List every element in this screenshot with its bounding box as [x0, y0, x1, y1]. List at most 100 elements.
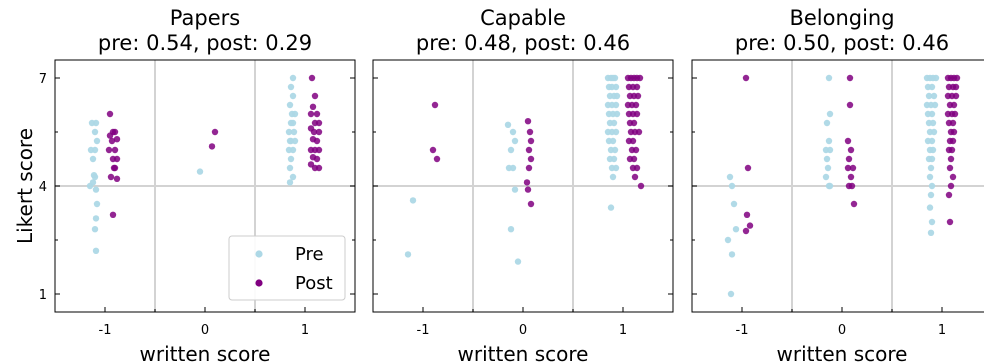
panel-subtitle: pre: 0.50, post: 0.46	[735, 31, 949, 55]
data-point-pre	[611, 74, 619, 82]
data-point-post	[844, 164, 852, 172]
data-point-post	[951, 110, 959, 118]
x-tick-label: 0	[519, 323, 527, 338]
data-point-post	[637, 182, 645, 190]
data-point-pre	[88, 119, 96, 127]
data-point-pre	[730, 200, 738, 208]
data-point-pre	[610, 155, 618, 163]
data-point-pre	[93, 137, 101, 145]
data-point-post	[527, 200, 535, 208]
data-point-pre	[509, 164, 517, 172]
data-point-post	[526, 128, 534, 136]
data-point-post	[633, 110, 641, 118]
data-point-post	[848, 182, 856, 190]
data-point-post	[744, 164, 752, 172]
data-point-post	[527, 155, 535, 163]
legend-marker-pre	[255, 250, 263, 258]
data-point-post	[429, 146, 437, 154]
data-point-post	[106, 132, 114, 139]
data-point-post	[632, 146, 640, 154]
data-point-post	[313, 155, 321, 163]
y-tick-label: 7	[39, 72, 47, 87]
x-axis-label: written score	[140, 342, 271, 364]
data-point-pre	[609, 173, 617, 181]
data-point-pre	[822, 173, 830, 181]
data-point-post	[629, 137, 637, 145]
data-point-post	[946, 164, 954, 172]
data-point-post	[850, 200, 858, 208]
data-point-post	[208, 143, 216, 150]
data-point-pre	[928, 137, 936, 145]
data-point-post	[311, 92, 319, 100]
data-point-post	[635, 128, 643, 136]
data-point-pre	[928, 155, 936, 163]
data-point-pre	[612, 164, 620, 172]
data-point-post	[949, 137, 957, 145]
data-point-post	[527, 137, 535, 145]
data-point-post	[945, 191, 953, 199]
x-tick-label: -1	[417, 323, 430, 338]
data-point-pre	[728, 182, 736, 190]
data-point-post	[315, 128, 323, 136]
data-point-pre	[612, 83, 620, 91]
data-point-pre	[91, 226, 99, 233]
data-point-pre	[89, 155, 97, 163]
legend-label-pre: Pre	[295, 244, 324, 265]
data-point-post	[952, 92, 960, 100]
data-point-post	[111, 146, 119, 154]
data-point-post	[743, 211, 751, 218]
data-point-pre	[613, 110, 621, 118]
data-point-pre	[289, 92, 297, 100]
data-point-post	[108, 137, 116, 145]
data-point-pre	[92, 247, 100, 254]
y-tick-label: 4	[39, 180, 47, 195]
data-point-pre	[823, 155, 831, 163]
data-point-post	[109, 155, 117, 163]
data-point-pre	[93, 200, 101, 208]
data-point-pre	[928, 218, 936, 226]
data-point-post	[315, 119, 323, 127]
data-point-pre	[930, 128, 938, 136]
data-point-post	[111, 164, 119, 172]
data-point-post	[844, 137, 852, 145]
data-point-pre	[928, 110, 936, 118]
data-point-pre	[285, 128, 293, 136]
data-point-post	[846, 74, 854, 82]
data-point-pre	[511, 186, 519, 193]
data-point-pre	[611, 146, 619, 154]
x-axis-label: written score	[458, 342, 589, 364]
y-tick-label: 1	[39, 288, 47, 303]
data-point-pre	[196, 168, 204, 175]
data-point-post	[308, 74, 316, 82]
data-point-pre	[613, 92, 621, 100]
data-point-post	[523, 179, 531, 186]
data-point-post	[949, 119, 957, 127]
data-point-pre	[609, 137, 617, 145]
panel-title: Papers	[170, 6, 240, 30]
x-tick-label: -1	[99, 323, 112, 338]
data-point-pre	[504, 121, 512, 128]
data-point-pre	[612, 128, 620, 136]
data-point-post	[106, 110, 114, 118]
data-point-post	[847, 146, 855, 154]
data-point-post	[742, 74, 750, 82]
data-point-post	[105, 146, 113, 154]
data-point-pre	[286, 179, 294, 186]
data-point-post	[846, 101, 854, 109]
data-point-pre	[289, 119, 297, 127]
data-point-pre	[825, 137, 833, 145]
x-tick-label: 1	[938, 323, 946, 338]
legend: Pre Post	[228, 235, 346, 301]
data-point-post	[524, 186, 532, 193]
x-tick-label: 1	[619, 323, 627, 338]
data-point-pre	[927, 229, 935, 236]
data-point-pre	[726, 173, 734, 181]
data-point-post	[630, 119, 638, 127]
x-tick-label: 0	[201, 323, 209, 338]
data-point-pre	[91, 128, 99, 136]
data-point-pre	[926, 173, 934, 181]
data-point-post	[525, 146, 533, 154]
